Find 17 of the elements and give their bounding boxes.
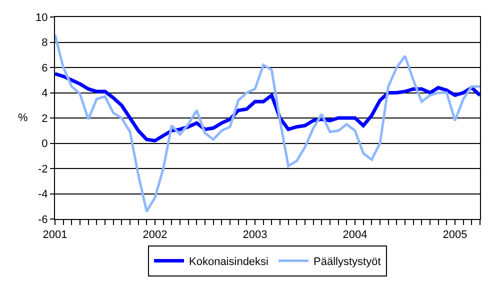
x-tick-label: 2002 — [142, 229, 168, 242]
y-tick-label: -6 — [38, 214, 48, 226]
x-tick-label: 2003 — [242, 229, 268, 242]
y-tick-label: 6 — [42, 62, 48, 74]
legend-label: Kokonaisindeksi — [189, 256, 268, 268]
y-tick-label: 0 — [42, 138, 48, 150]
x-tick-label: 2001 — [42, 229, 68, 242]
y-tick-label: -2 — [38, 163, 48, 176]
y-tick-label: 4 — [42, 88, 48, 100]
y-axis-title: % — [18, 112, 28, 124]
y-tick-label: 2 — [42, 112, 48, 125]
y-tick-label: -4 — [38, 188, 48, 201]
y-tick-label: 10 — [36, 12, 48, 24]
y-tick-label: 8 — [42, 37, 48, 50]
x-tick-label: 2004 — [342, 229, 368, 242]
x-tick-label: 2005 — [442, 229, 468, 242]
legend-label: Päällystystyöt — [314, 256, 381, 268]
